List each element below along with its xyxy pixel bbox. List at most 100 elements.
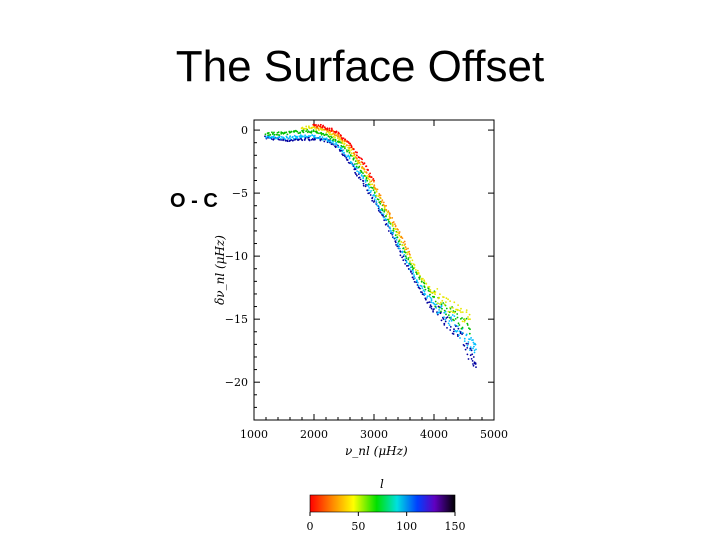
data-point	[283, 137, 285, 140]
data-point	[271, 131, 273, 134]
data-point	[283, 132, 286, 135]
data-point	[321, 129, 324, 131]
data-point	[399, 243, 401, 246]
data-point	[458, 330, 461, 333]
data-point	[399, 254, 402, 257]
data-point	[385, 204, 387, 207]
data-point	[423, 280, 426, 282]
data-point	[321, 138, 324, 141]
data-point	[362, 184, 365, 187]
data-point	[444, 320, 447, 323]
series-5	[312, 123, 375, 182]
data-point	[427, 287, 430, 290]
data-point	[377, 198, 380, 201]
data-point	[291, 139, 294, 142]
data-point	[399, 247, 401, 250]
data-point	[306, 135, 308, 138]
data-point	[454, 324, 456, 326]
data-point	[456, 330, 459, 332]
data-point	[328, 140, 330, 142]
data-point	[308, 125, 310, 128]
data-point	[329, 138, 332, 140]
data-point	[434, 303, 436, 306]
data-point	[405, 265, 408, 267]
data-point	[401, 237, 404, 240]
data-point	[461, 331, 464, 334]
data-point	[359, 163, 362, 166]
data-point	[317, 124, 320, 127]
data-point	[409, 266, 412, 269]
data-point	[404, 263, 406, 265]
data-point	[448, 316, 451, 319]
data-point	[468, 313, 471, 316]
data-point	[429, 296, 432, 299]
data-point	[398, 234, 401, 237]
data-point	[437, 311, 440, 314]
data-point	[295, 137, 297, 139]
data-point	[446, 316, 449, 318]
data-point	[428, 286, 431, 288]
data-point	[449, 326, 452, 328]
data-point	[373, 198, 376, 201]
data-point	[383, 207, 386, 210]
data-point	[271, 135, 273, 138]
data-point	[309, 135, 312, 137]
data-point	[397, 231, 399, 234]
data-point	[475, 366, 477, 368]
data-point	[443, 304, 446, 306]
data-point	[347, 141, 350, 143]
data-point	[366, 184, 368, 187]
data-point	[352, 148, 355, 150]
data-point	[443, 311, 446, 314]
data-point	[348, 151, 351, 154]
data-point	[411, 266, 414, 268]
data-point	[474, 342, 476, 345]
data-point	[292, 137, 295, 140]
data-point	[469, 318, 471, 321]
data-point	[464, 318, 466, 321]
data-point	[335, 134, 337, 137]
data-point	[344, 140, 347, 142]
data-point	[438, 306, 441, 309]
data-point	[434, 300, 437, 303]
data-point	[366, 179, 369, 182]
data-point	[419, 287, 421, 290]
data-point	[371, 197, 373, 200]
data-point	[413, 274, 415, 276]
data-point	[379, 209, 382, 212]
data-point	[461, 326, 464, 329]
data-point	[289, 138, 292, 140]
data-point	[402, 259, 405, 262]
data-point	[385, 218, 388, 221]
colorbar-label: l	[380, 477, 384, 491]
colorbar	[309, 494, 456, 513]
data-point	[445, 317, 448, 319]
data-point	[421, 291, 423, 294]
data-point	[318, 132, 320, 135]
data-point	[452, 307, 454, 309]
data-point	[368, 175, 371, 178]
data-point	[376, 204, 379, 207]
data-point	[328, 129, 331, 132]
data-point	[334, 136, 336, 139]
data-point	[445, 297, 448, 300]
data-point	[460, 327, 463, 330]
data-point	[430, 305, 433, 308]
data-point	[356, 154, 358, 157]
data-point	[394, 228, 397, 231]
data-point	[396, 236, 399, 239]
data-point	[290, 131, 293, 133]
data-point	[328, 127, 331, 130]
data-point	[367, 185, 370, 187]
data-point	[472, 364, 475, 367]
data-point	[402, 247, 405, 250]
data-point	[341, 141, 344, 143]
data-point	[420, 278, 423, 281]
data-point	[424, 293, 427, 295]
data-point	[373, 179, 375, 182]
data-point	[373, 184, 376, 187]
data-point	[381, 209, 384, 212]
data-point	[440, 303, 443, 306]
data-point	[330, 127, 333, 130]
data-point	[354, 171, 356, 174]
